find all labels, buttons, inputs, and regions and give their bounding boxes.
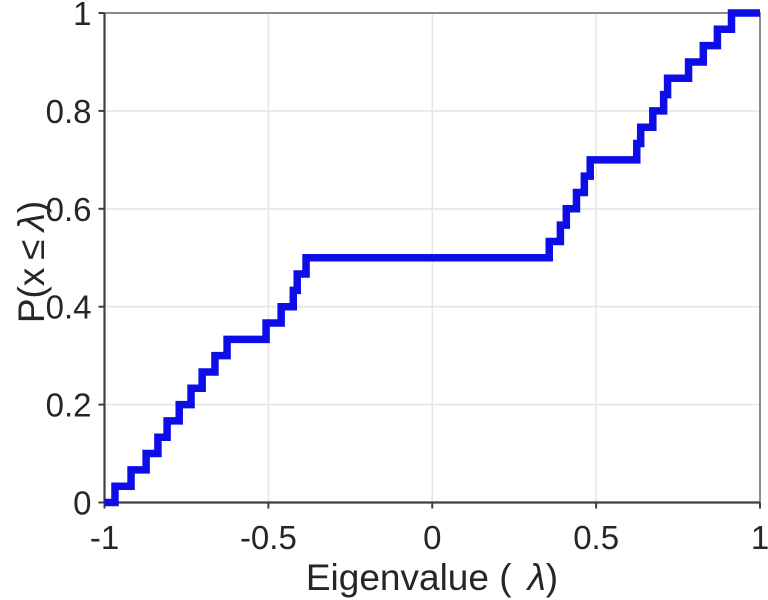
grid-layer — [104, 13, 760, 503]
tick-marks-layer — [98, 12, 761, 509]
y-axis-label: P(x≤λ) — [11, 201, 52, 323]
curve-layer — [104, 9, 760, 507]
y-tick-label: 0.2 — [46, 387, 92, 424]
ecdf-curve — [104, 9, 760, 507]
x-tick-label: 0.5 — [573, 519, 619, 556]
x-tick-label: -1 — [90, 519, 119, 556]
x-axis-label: Eigenvalue (λ) — [306, 557, 558, 598]
x-tick-label: 1 — [751, 519, 768, 556]
y-tick-label: 0.6 — [46, 191, 92, 228]
y-tick-label: 0 — [73, 485, 91, 522]
y-tick-label: 1 — [73, 0, 91, 32]
y-tick-label: 0.4 — [46, 289, 92, 326]
x-tick-label: 0 — [423, 519, 441, 556]
y-tick-label: 0.8 — [46, 93, 92, 130]
tick-labels-layer: -1 -0.5 0 0.5 1 0 0.2 0.4 0.6 0.8 1 — [46, 0, 768, 556]
x-tick-label: -0.5 — [240, 519, 297, 556]
